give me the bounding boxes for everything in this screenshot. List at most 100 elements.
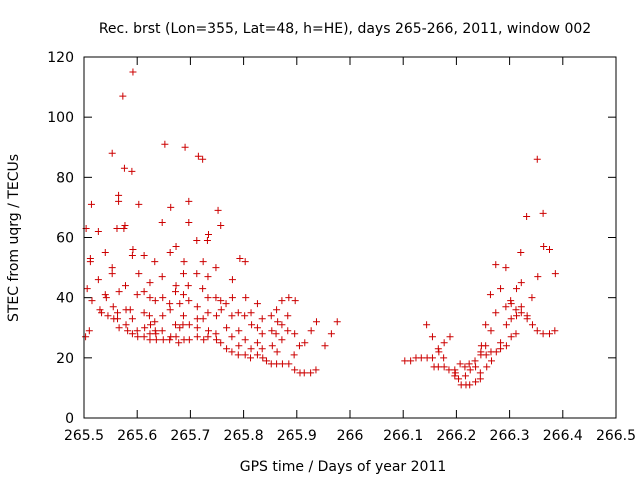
data-point [407,357,415,365]
data-point [273,306,281,314]
data-point [428,354,436,362]
data-point [507,333,515,341]
data-point [128,167,136,175]
data-point [175,339,183,347]
data-point [523,212,531,220]
x-tick-label: 266.3 [490,428,530,444]
data-point [151,297,159,305]
data-point [466,366,474,374]
data-point [166,336,174,344]
data-point [135,270,143,278]
data-point [83,285,91,293]
data-point [199,315,207,323]
data-point [151,327,159,335]
data-point [417,354,425,362]
data-point [204,309,212,317]
data-point [440,363,448,371]
data-point [159,294,167,302]
data-point [151,258,159,266]
data-point [108,264,116,272]
data-point [241,351,249,359]
data-point [528,294,536,302]
data-point [140,309,148,317]
data-point [517,303,525,311]
data-point [482,321,490,329]
data-point [101,249,109,257]
data-point [120,224,128,232]
data-point [312,366,320,374]
data-point [158,327,166,335]
data-point [121,221,129,229]
data-point [507,315,515,323]
data-point [488,357,496,365]
data-point [108,270,116,278]
y-tick-label: 100 [47,110,74,126]
data-point [253,300,261,308]
data-point [274,318,282,326]
data-point [179,291,187,299]
data-point [235,327,243,335]
data-point [262,357,270,365]
data-point [115,191,123,199]
data-point [497,339,505,347]
data-point [272,330,280,338]
data-point [128,252,136,260]
data-point [133,291,141,299]
data-point [482,342,490,350]
data-point [161,140,169,148]
data-point [290,351,298,359]
data-point [146,336,154,344]
chart-title: Rec. brst (Lon=355, Lat=48, h=HE), days … [99,21,591,37]
data-point [199,258,207,266]
data-point [461,372,469,380]
data-point [268,342,276,350]
data-point [471,357,479,365]
data-point [476,369,484,377]
data-point [98,309,106,317]
data-point [333,318,341,326]
data-point [228,333,236,341]
data-point [181,143,189,151]
data-point [456,360,464,368]
data-point [94,227,102,235]
data-point [307,327,315,335]
y-tick-label: 0 [65,411,74,427]
data-point [278,321,286,329]
y-tick-label: 120 [47,50,74,66]
data-point [502,264,510,272]
data-point [497,285,505,293]
data-point [146,330,154,338]
axis-ticks: 265.5 265.6 265.7 265.8 265.9 266 266.1 266.2 26… [47,50,636,444]
data-point [517,249,525,257]
data-point [482,351,490,359]
data-point [204,327,212,335]
data-point [528,321,536,329]
y-tick-label: 80 [56,170,74,186]
data-point [483,363,491,371]
data-point [517,309,525,317]
data-point [222,300,230,308]
data-point [476,375,484,383]
data-point [533,155,541,163]
data-point [203,237,211,245]
data-point [228,312,236,320]
data-point [141,324,149,332]
data-point [502,342,510,350]
y-axis-label: STEC from uqrg / TECUs [6,154,22,322]
data-point [247,345,255,353]
x-tick-label: 266.4 [543,428,583,444]
data-point [94,276,102,284]
data-point [445,366,453,374]
data-point [486,291,494,299]
data-point [185,197,193,205]
data-point [253,324,261,332]
data-point [228,276,236,284]
data-point [523,315,531,323]
data-point [120,164,128,172]
data-point [172,321,180,329]
data-point [540,243,548,251]
x-tick-label: 266.1 [383,428,423,444]
data-point [179,312,187,320]
data-point [146,279,154,287]
